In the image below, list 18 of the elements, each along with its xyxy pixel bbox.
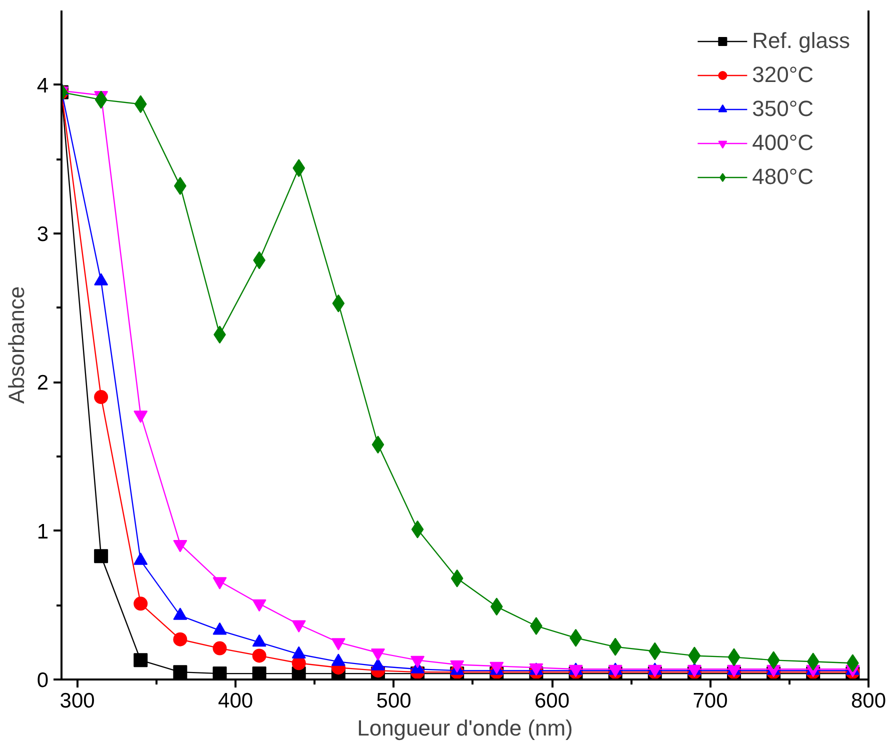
legend-label: 320°C [752, 62, 814, 88]
y-axis-title: Absorbance [4, 286, 29, 404]
x-tick-label: 800 [850, 690, 886, 712]
x-tick-label: 300 [60, 690, 95, 712]
y-tick-label: 3 [36, 223, 49, 246]
legend-label: Ref. glass [752, 28, 850, 54]
x-tick-label: 600 [534, 690, 570, 712]
y-tick-label: 4 [36, 74, 49, 98]
y-tick-label: 1 [36, 520, 49, 544]
y-tick-label: 0 [36, 669, 49, 692]
legend-label: 480°C [752, 164, 814, 190]
x-tick-label: 700 [692, 690, 728, 712]
y-tick-label: 2 [36, 372, 49, 395]
legend-label: 350°C [752, 96, 814, 122]
x-axis-title: Longueur d'onde (nm) [357, 716, 573, 740]
x-tick-label: 500 [376, 690, 412, 712]
legend-label: 400°C [752, 130, 814, 156]
x-tick-label: 400 [218, 690, 254, 712]
